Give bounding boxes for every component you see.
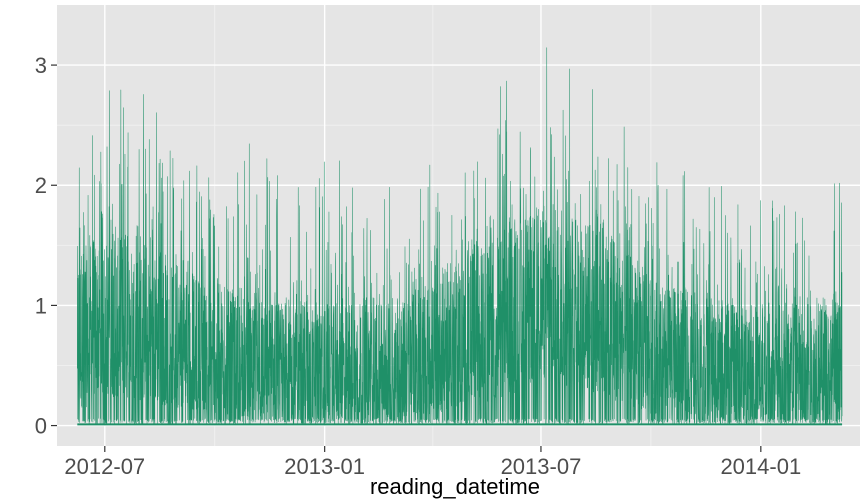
x-tick-label: 2012-07 — [64, 454, 145, 479]
y-axis: 0 1 2 3 — [35, 53, 57, 439]
series-line — [77, 47, 843, 425]
y-tick-label: 2 — [35, 173, 47, 198]
series-layer — [77, 47, 843, 426]
x-tick-label: 2014-01 — [720, 454, 801, 479]
y-tick-label: 1 — [35, 293, 47, 318]
x-axis: 2012-07 2013-01 2013-07 2014-01 — [64, 446, 801, 479]
y-tick-label: 0 — [35, 414, 47, 439]
x-tick-label: 2013-01 — [284, 454, 365, 479]
x-axis-title: reading_datetime — [370, 474, 540, 499]
y-tick-label: 3 — [35, 53, 47, 78]
x-tick-label: 2013-07 — [501, 454, 582, 479]
